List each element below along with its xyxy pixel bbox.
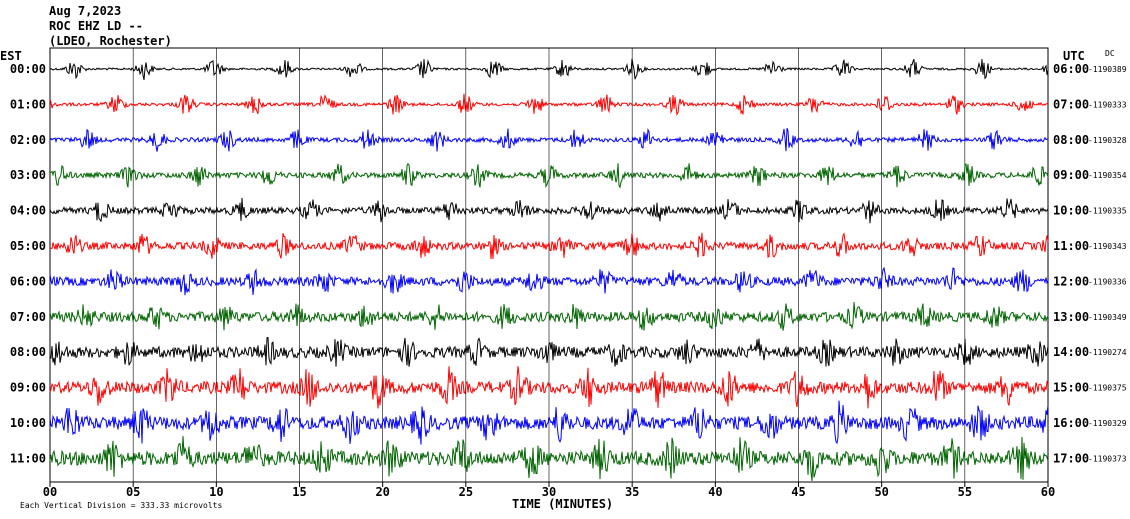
row-dc-value: -1190274	[1088, 348, 1127, 357]
row-est-label: 11:00	[10, 451, 46, 465]
trace-row	[49, 366, 1049, 409]
dc-label: DC	[1105, 49, 1115, 58]
x-tick-label: 60	[1041, 485, 1055, 499]
row-est-label: 05:00	[10, 239, 46, 253]
row-dc-value: -1190373	[1088, 454, 1127, 463]
x-tick-label: 35	[625, 485, 639, 499]
row-utc-label: 07:00	[1053, 97, 1089, 111]
row-dc-value: -1190389	[1088, 65, 1127, 74]
grid-lines	[49, 47, 1049, 487]
trace-row	[49, 93, 1049, 116]
row-est-label: 01:00	[10, 97, 46, 111]
row-utc-label: 10:00	[1053, 204, 1089, 218]
trace-row	[49, 197, 1049, 224]
x-tick-label: 20	[375, 485, 389, 499]
row-dc-value: -1190354	[1088, 171, 1127, 180]
row-est-label: 09:00	[10, 381, 46, 395]
row-dc-value: -1190335	[1088, 207, 1127, 216]
x-tick-label: 30	[542, 485, 556, 499]
x-tick-label: 25	[459, 485, 473, 499]
trace-row	[49, 436, 1049, 481]
row-utc-label: 16:00	[1053, 416, 1089, 430]
row-est-label: 03:00	[10, 168, 46, 182]
row-dc-value: -1190375	[1088, 384, 1127, 393]
row-utc-label: 17:00	[1053, 451, 1089, 465]
header-date: Aug 7,2023	[49, 4, 122, 18]
trace-row	[49, 128, 1049, 152]
row-est-label: 06:00	[10, 274, 46, 288]
utc-zone-label: UTC	[1063, 49, 1085, 63]
x-tick-label: 15	[292, 485, 306, 499]
row-est-label: 08:00	[10, 345, 46, 359]
row-dc-value: -1190336	[1088, 277, 1127, 286]
x-tick-label: 55	[958, 485, 972, 499]
trace-row	[49, 302, 1049, 331]
row-utc-label: 08:00	[1053, 133, 1089, 147]
row-dc-value: -1190333	[1088, 100, 1127, 109]
x-tick-label: 05	[126, 485, 140, 499]
row-utc-label: 06:00	[1053, 62, 1089, 76]
trace-row	[49, 400, 1049, 445]
row-dc-value: -1190329	[1088, 419, 1127, 428]
row-utc-label: 11:00	[1053, 239, 1089, 253]
header-station: ROC EHZ LD --	[49, 19, 143, 33]
row-dc-value: -1190328	[1088, 136, 1127, 145]
x-tick-label: 10	[209, 485, 223, 499]
seismic-traces	[49, 58, 1049, 481]
row-est-label: 07:00	[10, 310, 46, 324]
row-est-label: 10:00	[10, 416, 46, 430]
x-tick-label: 40	[708, 485, 722, 499]
x-axis-label: TIME (MINUTES)	[512, 497, 613, 511]
row-est-label: 00:00	[10, 62, 46, 76]
header-network: (LDEO, Rochester)	[49, 34, 172, 48]
x-tick-label: 45	[791, 485, 805, 499]
est-zone-label: EST	[0, 49, 22, 63]
trace-row	[49, 232, 1049, 260]
row-utc-label: 09:00	[1053, 168, 1089, 182]
scale-note-text: Each Vertical Division = 333.33 microvol…	[20, 501, 222, 510]
scale-note: Each Vertical Division = 333.33 microvol…	[20, 501, 222, 510]
trace-row	[49, 266, 1049, 296]
row-est-label: 04:00	[10, 204, 46, 218]
row-est-label: 02:00	[10, 133, 46, 147]
row-utc-label: 14:00	[1053, 345, 1089, 359]
trace-row	[49, 58, 1049, 81]
row-dc-value: -1190343	[1088, 242, 1127, 251]
trace-row	[49, 162, 1049, 189]
row-utc-label: 12:00	[1053, 274, 1089, 288]
row-utc-label: 13:00	[1053, 310, 1089, 324]
row-utc-label: 15:00	[1053, 381, 1089, 395]
row-dc-value: -1190349	[1088, 313, 1127, 322]
trace-row	[49, 337, 1049, 367]
x-tick-label: 50	[874, 485, 888, 499]
plot-frame	[49, 47, 1049, 483]
x-tick-label: 00	[43, 485, 57, 499]
